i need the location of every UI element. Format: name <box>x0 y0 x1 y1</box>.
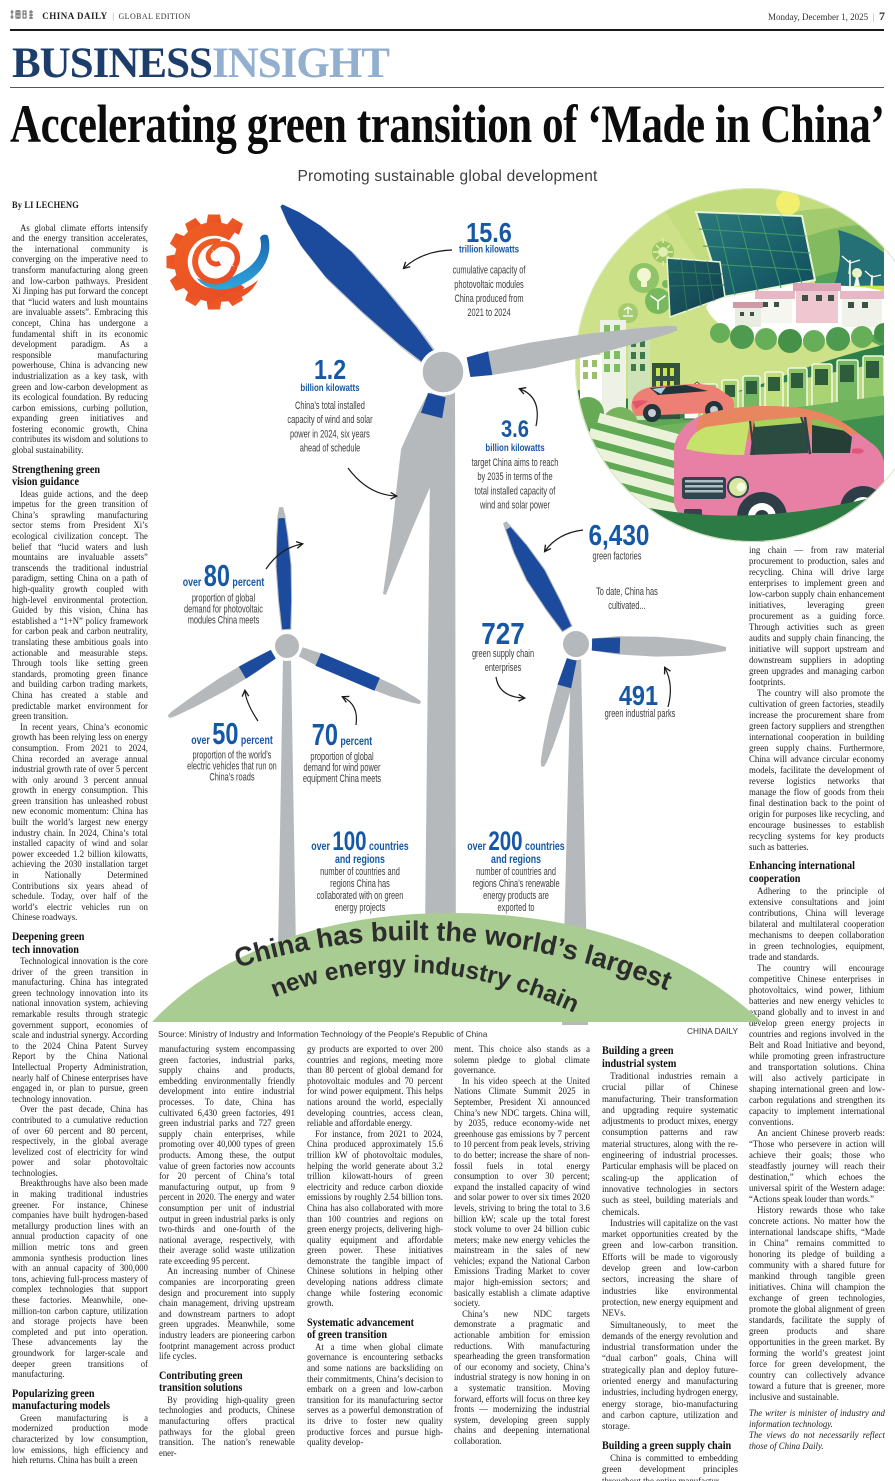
svg-text:regions China has: regions China has <box>330 878 390 890</box>
svg-text:total installed capacity of: total installed capacity of <box>475 485 556 497</box>
svg-text:70 percent: 70 percent <box>312 717 373 752</box>
svg-text:capacity of wind and solar: capacity of wind and solar <box>287 414 372 426</box>
svg-text:proportion of global: proportion of global <box>310 751 373 763</box>
svg-text:regions China’s renewable: regions China’s renewable <box>472 878 559 890</box>
svg-text:equipment China meets: equipment China meets <box>303 773 382 785</box>
svg-text:billion kilowatts: billion kilowatts <box>300 382 359 393</box>
svg-text:China’s roads: China’s roads <box>209 771 254 783</box>
svg-text:and regions: and regions <box>491 854 541 866</box>
svg-text:2021 to 2024: 2021 to 2024 <box>467 307 510 319</box>
svg-text:trillion kilowatts: trillion kilowatts <box>459 243 519 254</box>
svg-text:demand for wind power: demand for wind power <box>304 762 381 774</box>
svg-text:cumulative capacity of: cumulative capacity of <box>453 264 526 276</box>
svg-text:by 2035 in terms of the: by 2035 in terms of the <box>477 471 552 483</box>
svg-text:491: 491 <box>619 681 658 711</box>
svg-text:photovoltaic modules: photovoltaic modules <box>454 279 524 291</box>
svg-text:number of countries and: number of countries and <box>476 866 556 878</box>
svg-text:China produced from: China produced from <box>454 293 523 305</box>
svg-text:modules China meets: modules China meets <box>188 614 260 626</box>
svg-text:green industrial parks: green industrial parks <box>605 708 676 720</box>
svg-text:green factories: green factories <box>592 550 641 562</box>
svg-text:and regions: and regions <box>335 854 385 866</box>
svg-text:electric vehicles that run on: electric vehicles that run on <box>187 760 277 772</box>
svg-text:wind and solar power: wind and solar power <box>479 499 550 511</box>
svg-text:target China aims to reach: target China aims to reach <box>472 457 559 469</box>
svg-text:demand for photovoltaic: demand for photovoltaic <box>184 603 263 615</box>
svg-text:15.6: 15.6 <box>466 218 512 248</box>
svg-text:enterprises: enterprises <box>485 662 522 674</box>
svg-text:over 50 percent: over 50 percent <box>191 716 273 751</box>
svg-text:exported to: exported to <box>498 902 535 914</box>
svg-text:cultivated...: cultivated... <box>608 600 645 612</box>
svg-text:energy products are: energy products are <box>483 890 549 902</box>
svg-text:number of countries and: number of countries and <box>320 866 400 878</box>
svg-text:proportion of the world’s: proportion of the world’s <box>193 749 272 761</box>
svg-text:energy projects: energy projects <box>335 902 386 914</box>
svg-text:power in 2024, six years: power in 2024, six years <box>290 428 370 440</box>
svg-text:ahead of schedule: ahead of schedule <box>300 442 360 454</box>
svg-text:over 100 countries: over 100 countries <box>311 826 409 856</box>
svg-text:6,430: 6,430 <box>589 519 650 551</box>
svg-text:proportion of global: proportion of global <box>192 592 255 604</box>
svg-text:over 80 percent: over 80 percent <box>183 558 265 593</box>
svg-text:To date, China has: To date, China has <box>596 586 658 598</box>
svg-text:3.6: 3.6 <box>501 415 529 442</box>
svg-text:China’s total installed: China’s total installed <box>295 400 365 412</box>
svg-text:1.2: 1.2 <box>314 355 346 385</box>
svg-text:over 200 countries: over 200 countries <box>467 826 565 856</box>
svg-text:collaborated with on green: collaborated with on green <box>317 890 404 902</box>
svg-text:green supply chain: green supply chain <box>472 648 534 660</box>
svg-text:727: 727 <box>481 617 524 652</box>
svg-text:billion kilowatts: billion kilowatts <box>485 442 544 453</box>
